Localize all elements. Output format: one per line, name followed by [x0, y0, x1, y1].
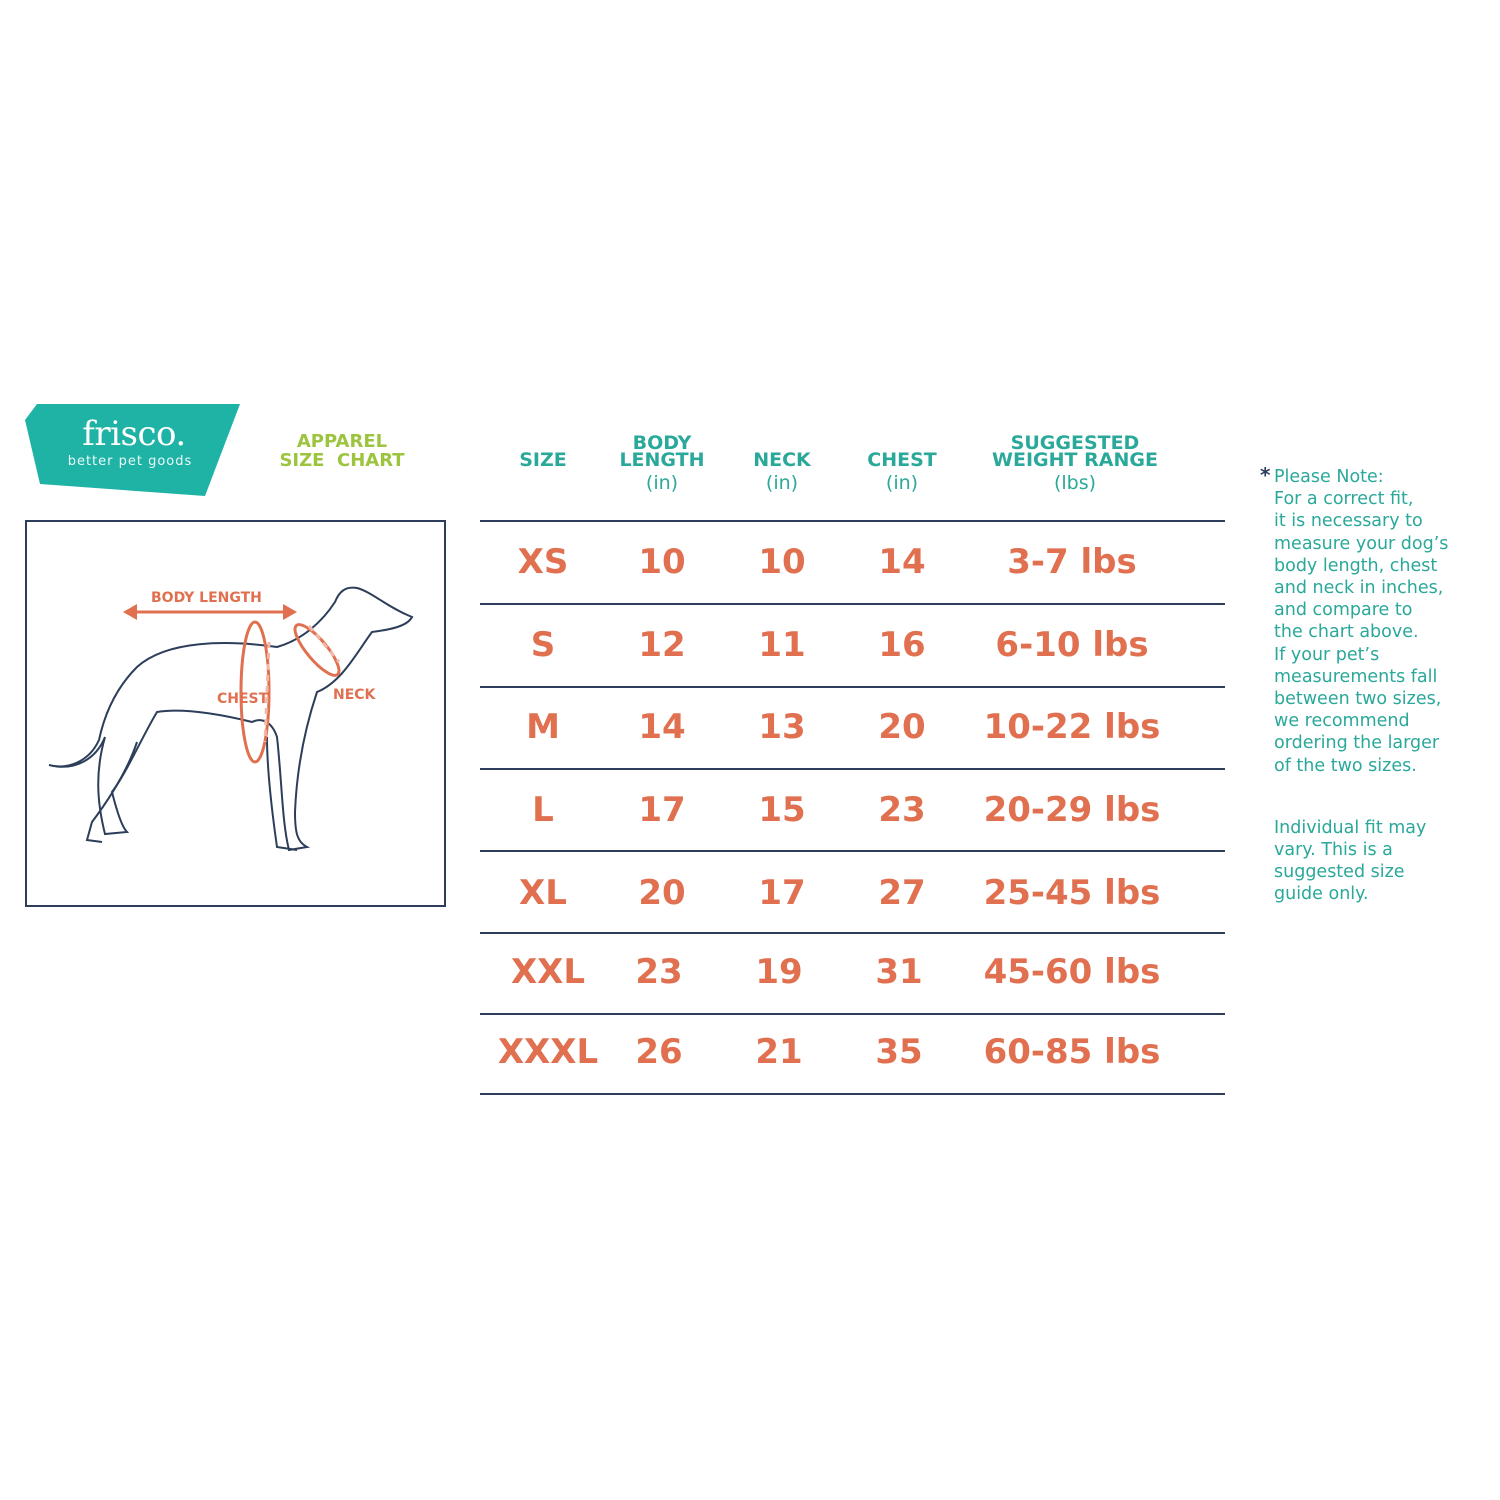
body-length-cell: 17: [638, 790, 686, 830]
row-divider: [480, 686, 1225, 688]
size-cell: L: [532, 790, 554, 830]
note-line: measure your dog’s: [1274, 533, 1449, 554]
weight-range-cell: 45-60 lbs: [983, 952, 1161, 992]
neck-cell: 11: [758, 625, 806, 665]
chest-label: CHEST: [217, 691, 269, 707]
header-chest: CHEST (in): [867, 449, 937, 494]
weight-range-cell: 10-22 lbs: [983, 707, 1161, 747]
dog-outline-icon: [48, 586, 414, 852]
neck-cell: 17: [758, 873, 806, 913]
neck-cell: 13: [758, 707, 806, 747]
page-title: APPAREL SIZE CHART: [262, 432, 422, 470]
chest-cell: 20: [878, 707, 926, 747]
body-length-cell: 26: [635, 1032, 683, 1072]
note-line: For a correct fit,: [1274, 489, 1414, 510]
header-weight-range: SUGGESTED WEIGHT RANGE (lbs): [992, 432, 1158, 494]
row-divider: [480, 932, 1225, 934]
fit-note: * Please Note: For a correct fit, it is ne…: [1260, 463, 1490, 906]
title-line-2: SIZE CHART: [279, 450, 405, 471]
chest-cell: 27: [878, 873, 926, 913]
body-length-cell: 12: [638, 625, 686, 665]
chest-cell: 31: [875, 952, 923, 992]
note-line: we recommend: [1274, 711, 1410, 732]
note-line: the chart above.: [1274, 622, 1419, 643]
row-divider: [480, 1013, 1225, 1015]
note-line: and compare to: [1274, 600, 1413, 621]
note-line: Please Note:: [1274, 467, 1384, 487]
note-line: and neck in inches,: [1274, 578, 1444, 599]
header-size: SIZE: [519, 449, 567, 471]
chest-cell: 23: [878, 790, 926, 830]
asterisk: *: [1260, 463, 1271, 487]
title-line-1: APPAREL: [296, 431, 388, 452]
logo-badge-shape: [25, 404, 240, 496]
header-body-length: BODY LENGTH (in): [619, 432, 705, 494]
weight-range-cell: 6-10 lbs: [995, 625, 1149, 665]
body-length-cell: 20: [638, 873, 686, 913]
neck-cell: 19: [755, 952, 803, 992]
frisco-logo: frisco. better pet goods: [25, 404, 240, 496]
chest-cell: 14: [878, 542, 926, 582]
weight-range-cell: 25-45 lbs: [983, 873, 1161, 913]
note-line: it is necessary to: [1274, 511, 1423, 532]
disclaimer-line: suggested size: [1274, 862, 1405, 883]
neck-cell: 10: [758, 542, 806, 582]
dog-measurement-illustration: BODY LENGTH CHEST NECK: [25, 520, 446, 907]
size-cell: XXXL: [497, 1032, 599, 1072]
body-length-cell: 14: [638, 707, 686, 747]
size-cell: S: [530, 625, 556, 665]
row-divider: [480, 1093, 1225, 1095]
note-line: measurements fall: [1274, 666, 1438, 687]
note-line: between two sizes,: [1274, 689, 1442, 710]
header-neck: NECK (in): [753, 449, 811, 494]
note-line: ordering the larger: [1274, 733, 1440, 754]
note-line: body length, chest: [1274, 555, 1438, 576]
note-line: of the two sizes.: [1274, 755, 1417, 776]
note-line: If your pet’s: [1274, 644, 1380, 665]
row-divider: [480, 850, 1225, 852]
logo-tagline: better pet goods: [67, 454, 193, 469]
size-cell: M: [526, 707, 560, 747]
logo-wordmark: frisco.: [82, 414, 186, 454]
weight-range-cell: 3-7 lbs: [1007, 542, 1137, 582]
row-divider: [480, 520, 1225, 522]
weight-range-cell: 60-85 lbs: [983, 1032, 1161, 1072]
size-cell: XXL: [510, 952, 586, 992]
chest-cell: 16: [878, 625, 926, 665]
neck-label: NECK: [333, 687, 376, 703]
weight-range-cell: 20-29 lbs: [983, 790, 1161, 830]
body-length-label: BODY LENGTH: [151, 590, 262, 606]
body-length-cell: 10: [638, 542, 686, 582]
size-cell: XL: [519, 873, 567, 913]
disclaimer-line: vary. This is a: [1274, 840, 1393, 861]
chest-cell: 35: [875, 1032, 923, 1072]
disclaimer-line: Individual fit may: [1274, 817, 1427, 838]
neck-cell: 21: [755, 1032, 803, 1072]
row-divider: [480, 603, 1225, 605]
disclaimer-line: guide only.: [1274, 884, 1369, 905]
size-cell: XS: [517, 542, 569, 582]
body-length-cell: 23: [635, 952, 683, 992]
neck-cell: 15: [758, 790, 806, 830]
row-divider: [480, 768, 1225, 770]
